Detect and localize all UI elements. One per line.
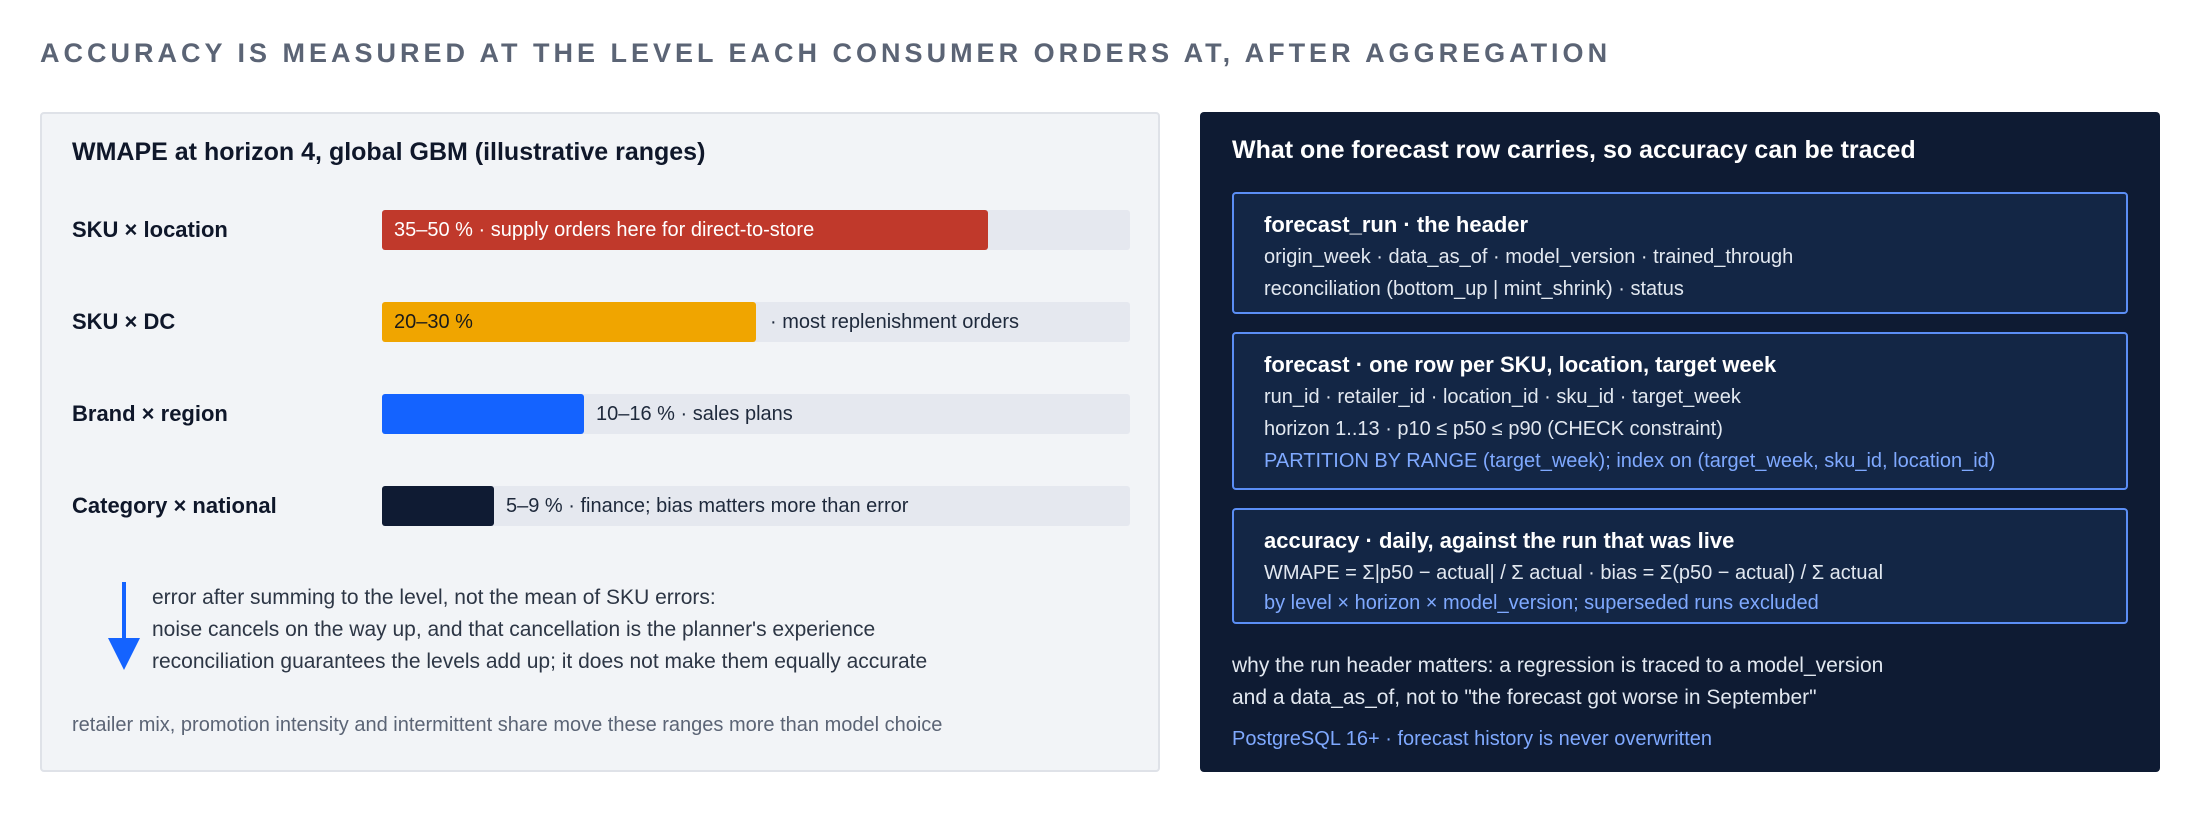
card-line: by level × horizon × model_version; supe…	[1264, 592, 1819, 614]
card-title: accuracy · daily, against the run that w…	[1264, 528, 1735, 553]
level-label: SKU × location	[72, 217, 228, 242]
note-line: reconciliation guarantees the levels add…	[152, 650, 928, 673]
level-bar-text: 20–30 %	[394, 311, 473, 333]
card-forecast-run: forecast_run · the header origin_week · …	[1232, 192, 2128, 314]
card-title: forecast_run · the header	[1264, 212, 1529, 237]
card-line: WMAPE = Σ|p50 − actual| / Σ actual · bia…	[1264, 562, 1884, 584]
level-row-category-national: Category × national 5–9 % · finance; bia…	[72, 486, 1162, 528]
card-line: origin_week · data_as_of · model_version…	[1264, 246, 1794, 268]
level-row-sku-location: SKU × location 35–50 % · supply orders h…	[72, 210, 1162, 252]
level-bar-track: 5–9 % · finance; bias matters more than …	[382, 486, 1130, 526]
card-accuracy: accuracy · daily, against the run that w…	[1232, 508, 2128, 624]
level-bar-fill	[382, 302, 756, 342]
level-bar-extra-text: · most replenishment orders	[770, 311, 1019, 333]
level-bar-track: 20–30 % · most replenishment orders	[382, 302, 1130, 342]
level-bar-fill	[382, 394, 584, 434]
explain-line: why the run header matters: a regression…	[1232, 654, 1884, 677]
level-row-sku-dc: SKU × DC 20–30 % · most replenishment or…	[72, 302, 1162, 344]
schema-footnote: PostgreSQL 16+ · forecast history is nev…	[1232, 728, 1713, 750]
aggregation-note: error after summing to the level, not th…	[152, 582, 927, 678]
level-bar-fill	[382, 210, 988, 250]
level-label: SKU × DC	[72, 309, 176, 334]
level-label: Category × national	[72, 493, 277, 518]
level-bar-track: 35–50 % · supply orders here for direct-…	[382, 210, 1130, 250]
schema-panel-title: What one forecast row carries, so accura…	[1232, 136, 1916, 164]
card-line: horizon 1..13 · p10 ≤ p50 ≤ p90 (CHECK c…	[1264, 418, 1723, 440]
note-line: noise cancels on the way up, and that ca…	[152, 618, 876, 641]
level-label: Brand × region	[72, 401, 228, 426]
card-forecast: forecast · one row per SKU, location, ta…	[1232, 332, 2128, 490]
level-bar-track: 10–16 % · sales plans	[382, 394, 1130, 434]
wmape-footnote: retailer mix, promotion intensity and in…	[72, 714, 943, 736]
level-bar-text: 10–16 % · sales plans	[596, 403, 793, 425]
level-bar-fill	[382, 486, 494, 526]
level-bar-text: 35–50 % · supply orders here for direct-…	[394, 219, 815, 241]
page-headline: ACCURACY IS MEASURED AT THE LEVEL EACH C…	[40, 38, 1612, 68]
level-bar-text: 5–9 % · finance; bias matters more than …	[506, 495, 909, 517]
card-line: run_id · retailer_id · location_id · sku…	[1264, 386, 1741, 408]
card-title: forecast · one row per SKU, location, ta…	[1264, 352, 1777, 377]
card-line: reconciliation (bottom_up | mint_shrink)…	[1264, 278, 1684, 300]
arrow-down-icon	[104, 580, 144, 672]
card-line: PARTITION BY RANGE (target_week); index …	[1264, 450, 1996, 472]
level-row-brand-region: Brand × region 10–16 % · sales plans	[72, 394, 1162, 436]
wmape-panel-title: WMAPE at horizon 4, global GBM (illustra…	[72, 138, 706, 166]
run-header-explanation: why the run header matters: a regression…	[1232, 650, 1883, 714]
explain-line: and a data_as_of, not to "the forecast g…	[1232, 686, 1817, 709]
arrow-head	[108, 638, 140, 670]
forecast-schema-panel: What one forecast row carries, so accura…	[1200, 112, 2160, 772]
wmape-panel: WMAPE at horizon 4, global GBM (illustra…	[40, 112, 1160, 772]
note-line: error after summing to the level, not th…	[152, 586, 716, 609]
